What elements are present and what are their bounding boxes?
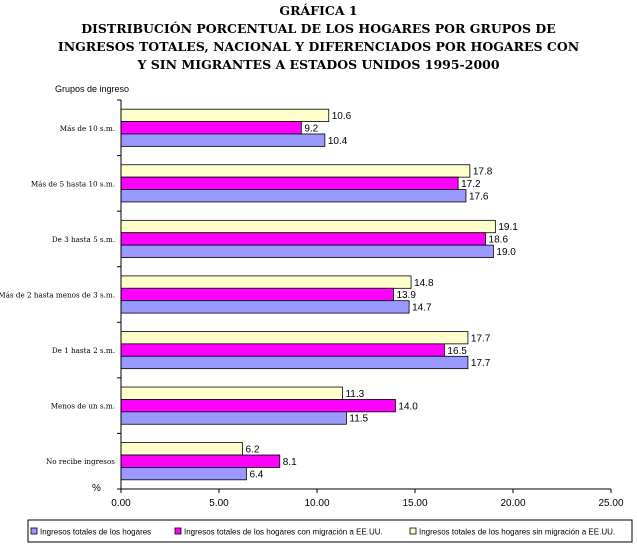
bar-2-6 xyxy=(120,399,396,413)
bar-3-3 xyxy=(120,244,494,258)
bar-1-6 xyxy=(120,386,343,400)
x-tick-label: 25.00 xyxy=(598,498,623,509)
value-label: 10.6 xyxy=(332,111,352,122)
value-label: 19.0 xyxy=(496,247,516,258)
x-tick-label: 5.00 xyxy=(209,498,229,509)
category-label: Más de 5 hasta 10 s.m. xyxy=(31,179,115,188)
value-label: 14.7 xyxy=(412,303,432,314)
value-label: 8.1 xyxy=(283,457,297,468)
value-label: 6.4 xyxy=(249,469,263,480)
title-line-1: GRÁFICA 1 xyxy=(279,3,358,18)
bar-2-3 xyxy=(120,232,486,246)
x-tick-label: 10.00 xyxy=(304,498,329,509)
value-label: 9.2 xyxy=(304,123,318,134)
value-label: 17.7 xyxy=(471,333,491,344)
chart-marks: Grupos de ingreso 10.6 9.2 10.4 Más de 10 s.… xyxy=(0,84,633,543)
category-label: Más de 10 s.m. xyxy=(60,124,115,133)
x-axis-unit: % xyxy=(92,483,101,494)
bar-3-4 xyxy=(120,300,410,314)
bar-1-4 xyxy=(120,275,412,289)
x-tick-label: 15.00 xyxy=(402,498,427,509)
bar-1-3 xyxy=(120,219,496,234)
bar-3-7 xyxy=(120,467,247,481)
title-line-3: INGRESOS TOTALES, NACIONAL Y DIFERENCIAD… xyxy=(57,39,580,54)
legend-label-2: Ingresos totales de los hogares con migr… xyxy=(184,528,383,537)
category-label: Más de 2 hasta menos de 3 s.m. xyxy=(0,291,115,300)
x-tick-label: 0.00 xyxy=(111,498,131,509)
value-label: 17.8 xyxy=(473,167,493,178)
legend-box xyxy=(27,519,633,543)
bar-2-5 xyxy=(120,343,445,357)
value-label: 13.9 xyxy=(396,290,416,301)
value-label: 17.7 xyxy=(471,358,491,369)
bar-2-1 xyxy=(120,121,302,135)
value-label: 18.6 xyxy=(489,235,509,246)
value-label: 14.0 xyxy=(398,401,418,412)
x-tick-label: 20.00 xyxy=(500,498,525,509)
legend-swatch-2 xyxy=(174,527,182,535)
value-label: 17.2 xyxy=(461,179,481,190)
legend-swatch-3 xyxy=(409,527,417,535)
category-label: De 1 hasta 2 s.m. xyxy=(52,346,115,355)
value-label: 6.2 xyxy=(246,445,260,456)
value-label: 17.6 xyxy=(469,191,489,202)
title-line-2: DISTRIBUCIÓN PORCENTUAL DE LOS HOGARES P… xyxy=(81,21,556,36)
bar-1-1 xyxy=(120,108,330,122)
category-label: Menos de un s.m. xyxy=(51,402,115,411)
chart-title: GRÁFICA 1 DISTRIBUCIÓN PORCENTUAL DE LOS… xyxy=(0,2,637,74)
value-label: 11.5 xyxy=(349,414,368,425)
bar-2-2 xyxy=(120,176,459,190)
bar-2-7 xyxy=(120,454,281,468)
legend-label-1: Ingresos totales de los hogares xyxy=(40,528,151,537)
bar-1-2 xyxy=(120,164,471,178)
category-label: No recibe ingresos xyxy=(46,457,115,466)
bar-3-6 xyxy=(120,411,347,425)
bar-3-5 xyxy=(120,355,469,370)
value-label: 10.4 xyxy=(328,136,348,147)
value-label: 19.1 xyxy=(498,222,518,233)
value-label: 14.8 xyxy=(414,278,434,289)
value-label: 16.5 xyxy=(447,346,467,357)
bar-3-2 xyxy=(120,189,467,203)
legend-label-3: Ingresos totales de los hogares sin migr… xyxy=(419,528,615,537)
title-line-4: Y SIN MIGRANTES A ESTADOS UNIDOS 1995-20… xyxy=(137,57,500,72)
bar-1-7 xyxy=(120,442,243,456)
category-label: De 3 hasta 5 s.m. xyxy=(52,235,115,244)
bar-1-5 xyxy=(120,331,469,345)
bar-2-4 xyxy=(120,287,394,302)
bar-3-1 xyxy=(120,133,326,147)
y-axis-title: Grupos de ingreso xyxy=(55,84,129,94)
value-label: 11.3 xyxy=(345,389,364,400)
legend-swatch-1 xyxy=(30,527,38,535)
